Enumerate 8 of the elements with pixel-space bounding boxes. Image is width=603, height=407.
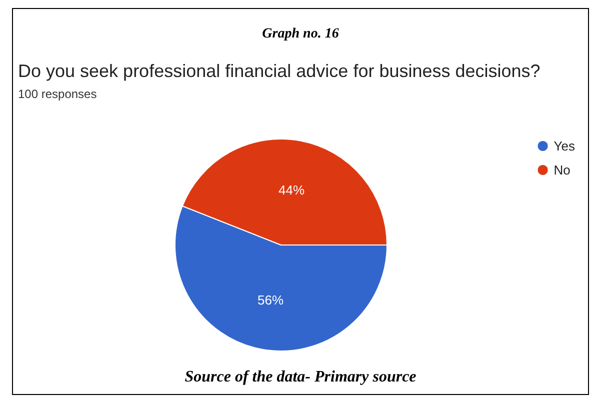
data-label: 44% [278,182,305,198]
text: Graph no. 16 [262,26,339,42]
source-note: Source of the data- Primary source [184,368,416,386]
text: 100 responses [18,87,97,101]
data-label: 56% [257,292,284,308]
legend-label: No [554,162,570,178]
legend-label: Yes [554,138,576,154]
chart-title: Do you seek professional financial advice for business decisions? [18,61,540,81]
